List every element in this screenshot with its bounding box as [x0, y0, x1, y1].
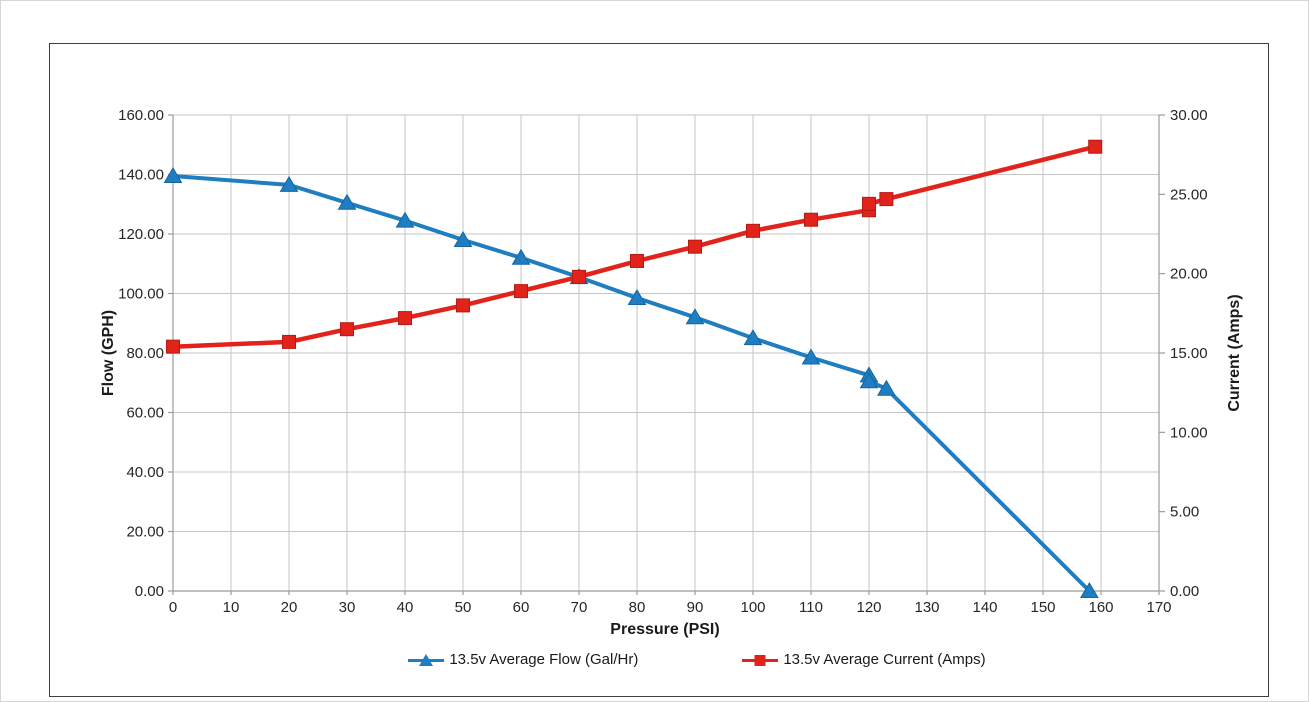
x-tick-label: 100: [740, 599, 765, 616]
x-tick-label: 0: [169, 599, 177, 616]
legend-label-current: 13.5v Average Current (Amps): [783, 651, 986, 668]
x-tick-label: 80: [629, 599, 646, 616]
current-series-marker: [688, 239, 702, 254]
right-tick-label: 15.00: [1170, 345, 1208, 362]
current-series-marker: [340, 322, 354, 337]
x-tick-label: 110: [799, 599, 823, 616]
current-series-marker: [398, 311, 412, 326]
flow-series-marker: [743, 329, 763, 346]
flow-series-marker: [801, 348, 821, 365]
flow-series-marker: [163, 166, 183, 183]
flow-series-marker: [511, 248, 531, 265]
x-tick-label: 130: [914, 599, 939, 616]
flow-series-marker: [395, 211, 415, 228]
current-series-line: [170, 144, 1098, 349]
left-tick-label: 0.00: [135, 583, 164, 600]
left-axis-title: Flow (GPH): [100, 309, 117, 397]
flow-series-marker: [627, 288, 647, 305]
current-series-marker: [166, 339, 180, 354]
x-tick-label: 90: [687, 599, 704, 616]
chart-canvas: 0 10 20 30 40 50 60 70 80 90 100 110 120 130 140 150 160…: [118, 107, 1208, 616]
x-tick-label: 160: [1088, 599, 1113, 616]
x-tick-label: 10: [223, 599, 240, 616]
x-tick-label: 140: [972, 599, 997, 616]
left-tick-label: 120.00: [118, 226, 164, 243]
left-tick-label: 160.00: [118, 107, 164, 124]
x-tick-label: 70: [571, 599, 588, 616]
current-series-marker: [879, 192, 894, 207]
x-tick-label: 60: [513, 599, 530, 616]
current-series-marker: [456, 298, 470, 313]
legend-label-flow: 13.5v Average Flow (Gal/Hr): [449, 651, 639, 668]
legend-item-flow: 13.5v Average Flow (Gal/Hr): [408, 651, 638, 668]
left-tick-label: 60.00: [126, 405, 164, 422]
left-tick-label: 100.00: [118, 286, 164, 303]
right-tick-label: 20.00: [1170, 266, 1208, 283]
current-series-marker: [630, 253, 644, 268]
flow-series-marker: [453, 230, 473, 247]
right-tick-label: 5.00: [1170, 504, 1199, 521]
current-series-marker: [1088, 139, 1103, 154]
current-series-marker: [572, 269, 586, 284]
current-legend-marker-icon: [742, 652, 779, 668]
right-tick-label: 30.00: [1170, 107, 1208, 124]
current-series-marker: [746, 223, 760, 238]
x-tick-label: 170: [1146, 599, 1171, 616]
x-tick-label: 150: [1030, 599, 1055, 616]
right-axis-title: Current (Amps): [1226, 294, 1243, 412]
legend: 13.5v Average Flow (Gal/Hr) 13.5v Averag…: [88, 651, 1306, 668]
left-tick-label: 140.00: [118, 167, 164, 184]
left-tick-label: 40.00: [126, 464, 164, 481]
flow-series-marker: [337, 193, 357, 210]
flow-series-marker: [859, 372, 879, 389]
current-series-marker: [862, 196, 876, 211]
x-tick-label: 30: [339, 599, 356, 616]
left-tick-label: 20.00: [126, 524, 164, 541]
flow-legend-marker-icon: [408, 652, 445, 668]
current-series-marker: [804, 212, 818, 227]
chart-frame: 0 10 20 30 40 50 60 70 80 90 100 110 120 130 140 150 160…: [49, 43, 1269, 697]
current-series-marker: [282, 334, 296, 349]
right-tick-label: 10.00: [1170, 424, 1208, 441]
x-axis-title: Pressure (PSI): [610, 621, 720, 638]
right-tick-label: 25.00: [1170, 186, 1208, 203]
flow-series-marker: [1080, 582, 1099, 598]
flow-series-marker: [685, 308, 705, 325]
flow-series-line: [171, 174, 1092, 593]
flow-series-marker: [877, 379, 896, 396]
legend-item-current: 13.5v Average Current (Amps): [742, 651, 986, 668]
current-series-marker: [514, 284, 528, 299]
left-tick-label: 80.00: [126, 345, 164, 362]
x-tick-label: 120: [856, 599, 881, 616]
right-tick-label: 0.00: [1170, 583, 1199, 600]
x-tick-label: 40: [397, 599, 414, 616]
x-tick-label: 20: [281, 599, 298, 616]
flow-series-marker: [279, 175, 299, 192]
x-tick-label: 50: [455, 599, 472, 616]
